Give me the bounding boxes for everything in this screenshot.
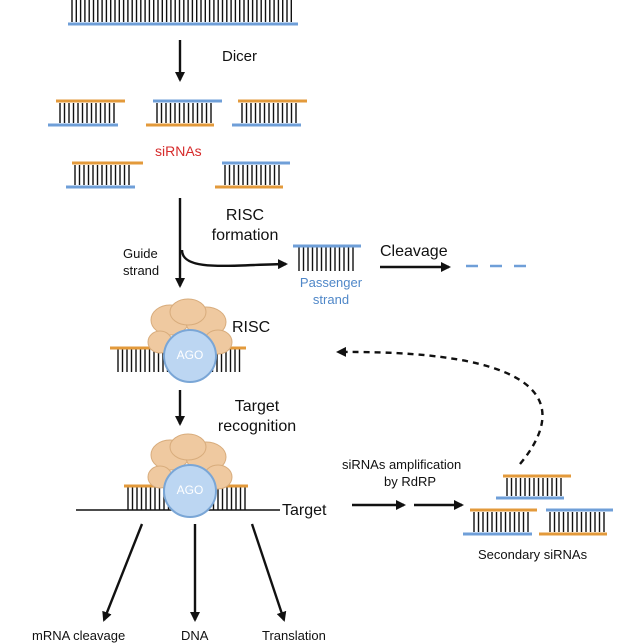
target-label: Target [282, 502, 327, 519]
sirna-5-base-pairs [224, 165, 280, 185]
secondary-sirna-3 [539, 508, 613, 536]
outcome-mrna-cleavage-label: mRNA cleavage [32, 628, 126, 643]
risc-formation-label-line1: RISC [225, 207, 265, 224]
secondary-sirna-2 [463, 508, 537, 536]
passenger-strand-label-line2: strand [312, 292, 350, 307]
sirna-5 [215, 161, 290, 189]
dicer-label: Dicer [222, 48, 258, 65]
secondary-feedback-arrow [336, 346, 544, 465]
sirna-2-base-pairs [156, 103, 212, 123]
sirna-4-base-pairs [74, 165, 130, 185]
risc-label: RISC [232, 319, 271, 336]
target-recognition-label-line2: recognition [217, 418, 297, 435]
outcome-mrna-arrow [102, 523, 144, 622]
amplification-label-line1: siRNAs amplification [342, 457, 462, 472]
risc-cap [169, 298, 207, 326]
target-bound-risc-complex [147, 433, 233, 518]
secondary-sirna-2-base-pairs [473, 512, 529, 532]
risc-cap [169, 433, 207, 461]
outcome-translation-arrow [250, 523, 287, 622]
secondary-sirna-1 [496, 474, 571, 500]
secondary-sirnas-label: Secondary siRNAs [478, 547, 588, 562]
amplification-label-line2: by RdRP [384, 474, 437, 489]
guide-strand-label-line1: Guide [123, 246, 158, 261]
secondary-sirna-1-base-pairs [506, 478, 562, 496]
ago-protein [163, 464, 217, 518]
ago-protein [163, 329, 217, 383]
outcome-dna-label: DNA [181, 628, 209, 643]
sirnas-label: siRNAs [155, 143, 202, 159]
passenger-strand-base-pairs [298, 246, 354, 271]
cleavage-label: Cleavage [380, 243, 448, 260]
sirna-1 [48, 99, 125, 127]
passenger-strand [293, 244, 361, 271]
risc-complex [147, 298, 233, 383]
ago-label-bottom: AGO [176, 483, 204, 497]
secondary-sirna-3-base-pairs [549, 512, 605, 532]
sirna-1-base-pairs [59, 103, 115, 123]
long-dsrna [68, 0, 298, 26]
passenger-release-arrow [180, 249, 288, 270]
long-dsrna-base-pairs [71, 0, 292, 22]
sirna-3-base-pairs [241, 103, 297, 123]
outcome-translation-label: Translation [262, 628, 326, 643]
risc-formation-label-line2: formation [211, 227, 279, 244]
target-recognition-label-line1: Target [234, 398, 280, 415]
sirna-2 [146, 99, 222, 127]
sirna-4 [66, 161, 143, 189]
passenger-strand-label-line1: Passenger [299, 275, 363, 290]
sirna-3 [232, 99, 307, 127]
ago-label: AGO [176, 348, 204, 362]
guide-strand-label-line2: strand [123, 263, 160, 278]
